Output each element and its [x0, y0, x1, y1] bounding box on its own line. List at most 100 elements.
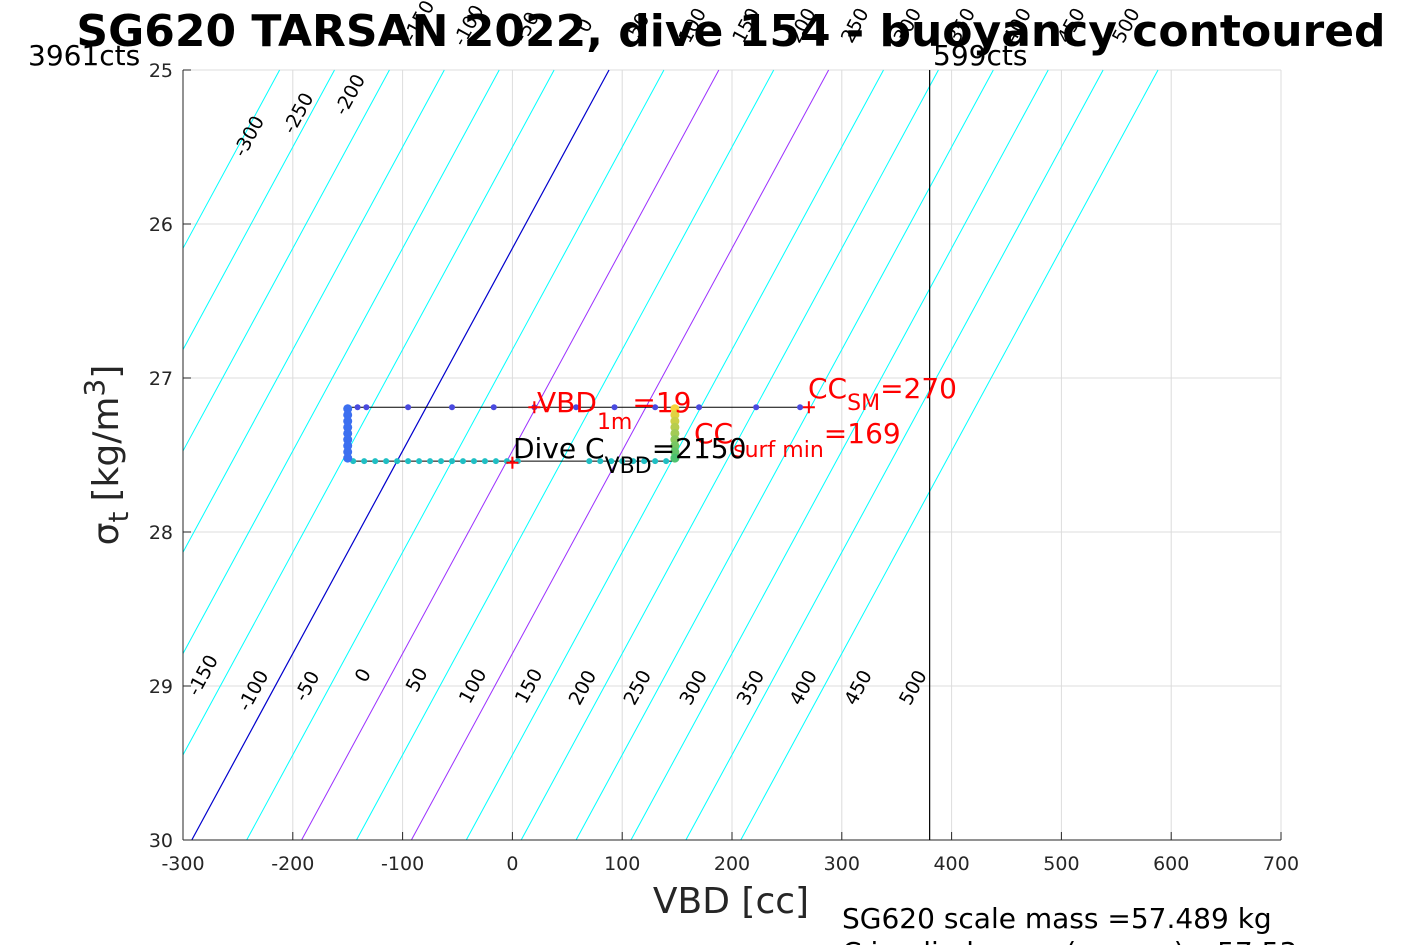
data-point [663, 458, 670, 465]
contour-label: 50 [402, 664, 433, 696]
x-tick-label: 400 [933, 853, 969, 875]
cc-sm-sub: SM [847, 391, 880, 416]
y-tick-label: 25 [149, 60, 173, 82]
contour-line [520, 69, 939, 841]
y-tick-label: 27 [149, 368, 173, 390]
data-point [372, 458, 379, 465]
data-point [470, 458, 477, 465]
contour-line [182, 69, 445, 553]
contour-label: -250 [279, 89, 319, 137]
dive-c-value: =2150 [652, 432, 747, 465]
annotations: VBD1m=19 CCSM=270 CCsurf min=169 Dive CV… [513, 372, 957, 479]
data-point [427, 458, 434, 465]
data-point [670, 441, 680, 451]
data-point [394, 458, 401, 465]
contour-line [685, 69, 1104, 841]
dive-data [343, 401, 815, 469]
data-point [670, 435, 680, 445]
contour-label: 400 [785, 667, 822, 709]
contour-line [410, 69, 830, 841]
data-point [492, 458, 499, 465]
vbd-1m-main: VBD [537, 386, 597, 419]
x-tick-label: 0 [506, 853, 518, 875]
data-point [405, 404, 412, 411]
data-point [343, 428, 353, 438]
cc-surf-sub: surf min [733, 438, 824, 463]
reference-marker [506, 456, 519, 469]
axes: -300 -200 -100 0 100 200 300 400 500 600 700252627… [149, 60, 1299, 875]
contour-label: 350 [733, 667, 770, 709]
data-point [343, 447, 353, 457]
right-counts-label: 599cts [933, 39, 1027, 72]
data-point [481, 458, 488, 465]
data-point [597, 458, 604, 465]
x-tick-label: -200 [271, 853, 314, 875]
data-point [363, 404, 370, 411]
contour-line [246, 69, 665, 841]
data-point [670, 416, 680, 426]
reference-marker [528, 401, 541, 414]
data-point [343, 416, 353, 426]
y-axis-symbol: σ [86, 522, 127, 545]
contour-line [182, 69, 335, 350]
contour-line [301, 69, 720, 841]
contour-label: 0 [351, 665, 376, 686]
contour-label: -300 [229, 112, 269, 160]
vbd-1m-annotation: VBD1m=19 [537, 386, 691, 435]
data-point [343, 441, 353, 451]
x-tick-label: -100 [381, 853, 424, 875]
data-point [630, 458, 637, 465]
data-point [586, 458, 593, 465]
footer-scale-mass: SG620 scale mass =57.489 kg [842, 902, 1272, 935]
dive-c-main: Dive C [513, 432, 605, 465]
data-point [652, 404, 659, 411]
contour-line [575, 69, 994, 841]
data-point [753, 404, 760, 411]
contour-label: -100 [234, 667, 274, 715]
data-point [459, 458, 466, 465]
data-point [797, 404, 804, 411]
dive-c-annotation: Dive CVBD=2150 [513, 432, 746, 479]
contour-line [191, 69, 610, 841]
data-point [611, 404, 618, 411]
data-point [608, 458, 615, 465]
chart-title: SG620 TARSAN 2022, dive 154 - buoyancy c… [76, 6, 1385, 57]
data-point [438, 458, 445, 465]
x-tick-label: 200 [714, 853, 750, 875]
reference-marker [802, 401, 815, 414]
x-tick-label: 700 [1263, 853, 1299, 875]
data-point [449, 404, 456, 411]
data-point [696, 404, 703, 411]
data-point [573, 404, 580, 411]
x-tick-label: -300 [161, 853, 204, 875]
y-axis-close: ] [86, 365, 127, 379]
cc-sm-annotation: CCSM=270 [808, 372, 957, 416]
contour-line [740, 69, 1159, 841]
data-point [416, 458, 423, 465]
data-point [383, 458, 390, 465]
cc-surf-value: =169 [824, 417, 901, 450]
data-point [449, 458, 456, 465]
data-point [652, 458, 659, 465]
data-point [670, 404, 680, 414]
data-point [343, 422, 353, 432]
y-axis-sup: 3 [78, 379, 111, 397]
data-point [670, 453, 680, 463]
contour-label: 450 [840, 667, 877, 709]
contour-line [182, 69, 390, 452]
contour-line [630, 69, 1049, 841]
y-axis-units: [kg/m [86, 397, 127, 502]
vbd-1m-value: =19 [632, 386, 691, 419]
data-point [619, 458, 626, 465]
data-point [354, 404, 361, 411]
data-point [343, 453, 353, 463]
dive-c-sub: VBD [605, 454, 652, 479]
contour-label: -200 [330, 71, 370, 119]
contour-line [182, 69, 555, 756]
vbd-1m-sub: 1m [597, 410, 632, 435]
contour-line [182, 69, 281, 249]
data-point [670, 422, 680, 432]
contour-labels: -300 -250 -200-150 -100 -50 0 50 100 150 200 250 30… [183, 0, 1145, 715]
